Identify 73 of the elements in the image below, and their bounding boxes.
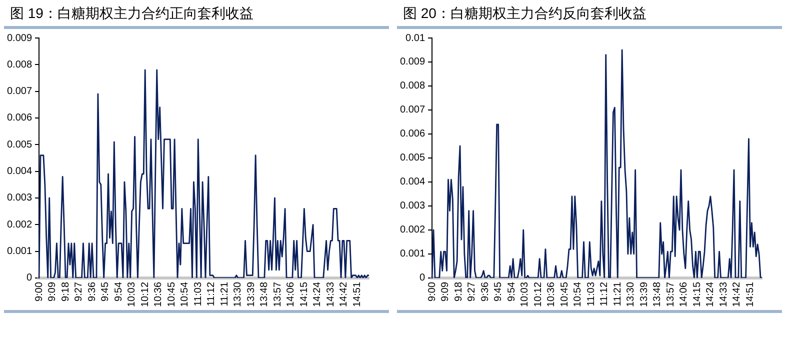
x-tick-label: 13:39 xyxy=(638,282,650,308)
x-tick-label: 9:00 xyxy=(426,282,438,302)
y-tick-label: 0.008 xyxy=(6,59,32,70)
x-tick-label: 9:36 xyxy=(480,282,491,302)
x-tick-label: 13:39 xyxy=(246,282,257,308)
x-tick-label: 14:42 xyxy=(732,282,743,308)
y-tick-label: 0.009 xyxy=(400,56,426,68)
x-tick-label: 10:54 xyxy=(180,282,191,308)
x-tick-label: 10:03 xyxy=(126,282,138,308)
x-tick-label: 13:30 xyxy=(232,282,244,308)
x-tick-label: 11:21 xyxy=(219,282,230,306)
x-tick-label: 13:30 xyxy=(626,282,637,308)
x-tick-label: 10:54 xyxy=(572,282,584,308)
x-tick-label: 13:57 xyxy=(272,282,284,308)
x-tick-label: 9:54 xyxy=(113,282,124,302)
y-tick-label: 0.007 xyxy=(6,86,32,98)
x-tick-label: 9:18 xyxy=(453,282,464,302)
x-tick-label: 14:33 xyxy=(718,282,730,308)
chart-title: 图 20：白糖期权主力合约反向套利收益 xyxy=(397,0,782,29)
y-tick-label: 0.003 xyxy=(6,192,32,204)
x-tick-label: 14:15 xyxy=(692,282,703,308)
x-tick-label: 10:03 xyxy=(520,282,531,308)
x-tick-label: 13:57 xyxy=(665,282,676,308)
x-tick-label: 9:18 xyxy=(60,282,72,302)
x-tick-label: 14:06 xyxy=(286,282,297,308)
y-tick-label: 0.001 xyxy=(6,246,32,258)
y-tick-label: 0.003 xyxy=(400,200,426,212)
y-tick-label: 0.004 xyxy=(400,176,426,188)
x-tick-label: 9:45 xyxy=(493,282,504,302)
x-tick-label: 9:27 xyxy=(74,282,85,302)
x-tick-label: 9:00 xyxy=(34,282,45,302)
x-tick-label: 10:45 xyxy=(559,282,570,308)
x-tick-label: 9:36 xyxy=(86,282,98,302)
chart-title: 图 19：白糖期权主力合约正向套利收益 xyxy=(4,0,389,29)
x-tick-label: 14:51 xyxy=(352,282,363,308)
y-tick-label: 0.004 xyxy=(6,166,32,178)
x-tick-label: 9:09 xyxy=(440,282,452,302)
x-tick-label: 13:48 xyxy=(652,282,664,308)
x-tick-label: 9:54 xyxy=(506,282,518,302)
x-tick-label: 14:24 xyxy=(705,282,716,308)
x-tick-label: 11:03 xyxy=(586,282,597,306)
x-tick-label: 10:36 xyxy=(546,282,558,308)
x-tick-label: 11:12 xyxy=(599,282,610,306)
y-tick-label: 0.002 xyxy=(6,219,32,230)
y-tick-label: 0.01 xyxy=(406,32,426,44)
x-tick-label: 9:45 xyxy=(100,282,112,302)
x-tick-label: 9:09 xyxy=(47,282,58,302)
x-tick-label: 10:12 xyxy=(140,282,151,308)
x-tick-label: 14:42 xyxy=(338,282,350,308)
x-tick-label: 9:27 xyxy=(466,282,478,302)
x-tick-label: 14:15 xyxy=(298,282,310,308)
y-tick-label: 0.006 xyxy=(400,128,426,140)
x-tick-label: 14:51 xyxy=(744,282,756,308)
x-tick-label: 11:21 xyxy=(612,282,624,306)
x-tick-label: 10:45 xyxy=(166,282,178,308)
y-tick-label: 0.005 xyxy=(400,152,426,164)
x-tick-label: 13:48 xyxy=(259,282,270,308)
y-tick-label: 0.007 xyxy=(400,104,426,116)
x-tick-label: 14:06 xyxy=(678,282,690,308)
x-tick-label: 14:24 xyxy=(312,282,324,308)
x-tick-label: 11:12 xyxy=(206,282,218,306)
x-tick-label: 14:33 xyxy=(325,282,336,308)
x-tick-label: 11:03 xyxy=(192,282,204,306)
x-tick-label: 10:12 xyxy=(532,282,544,308)
y-tick-label: 0 xyxy=(26,272,32,284)
y-tick-label: 0.002 xyxy=(400,224,426,236)
y-tick-label: 0.005 xyxy=(6,139,32,150)
x-tick-label: 10:36 xyxy=(153,282,164,308)
y-tick-label: 0.001 xyxy=(400,248,426,260)
y-tick-label: 0.009 xyxy=(6,32,32,44)
y-tick-label: 0 xyxy=(419,272,426,284)
y-tick-label: 0.006 xyxy=(6,112,32,124)
y-tick-label: 0.008 xyxy=(400,80,426,92)
